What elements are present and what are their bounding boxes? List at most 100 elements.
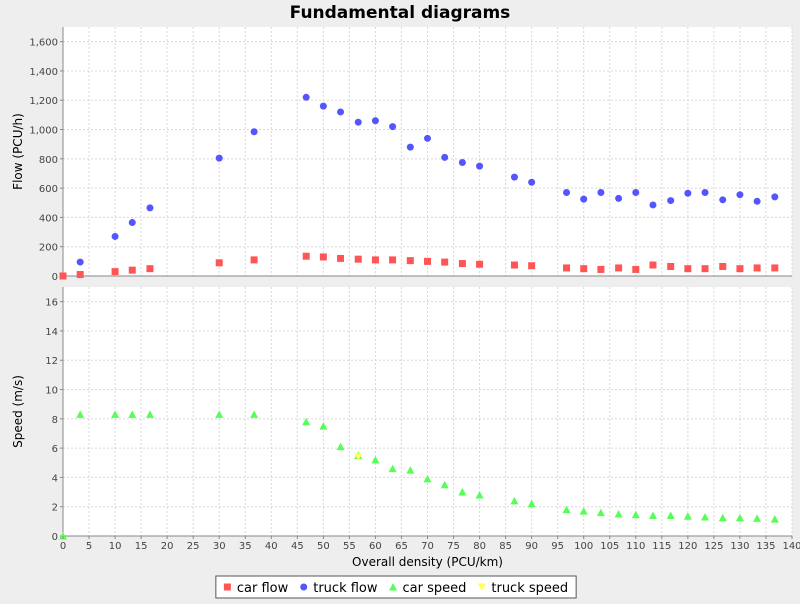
data-point-car-flow — [736, 265, 744, 273]
series-truck-flow — [76, 93, 779, 266]
data-point-car-flow — [684, 265, 692, 273]
data-point-car-flow — [632, 265, 640, 273]
data-point-car-speed — [319, 422, 328, 430]
data-point-truck-flow — [597, 189, 605, 197]
data-point-car-speed — [145, 410, 154, 418]
series-truck-speed — [354, 453, 363, 461]
data-point-car-flow — [771, 264, 779, 272]
data-point-car-speed — [562, 505, 571, 514]
data-point-car-flow — [424, 257, 431, 265]
data-point-truck-flow — [441, 153, 449, 161]
x-tick-label: 125 — [704, 541, 723, 552]
legend-item: car flow — [223, 581, 289, 596]
y-tick-label: 8 — [52, 415, 58, 426]
data-point-truck-flow — [250, 128, 258, 136]
chart-title: Fundamental diagrams — [290, 3, 511, 23]
legend-label: truck flow — [313, 581, 378, 596]
data-point-truck-flow — [684, 189, 692, 197]
data-point-car-flow — [111, 268, 119, 276]
data-point-car-speed — [371, 455, 380, 464]
data-point-truck-flow — [701, 189, 709, 197]
y-tick-label: 0 — [52, 272, 58, 283]
y-axis-label: Flow (PCU/h) — [11, 113, 25, 190]
y-tick-label: 1,000 — [29, 126, 58, 137]
data-point-car-speed — [648, 511, 657, 519]
x-tick-label: 115 — [652, 541, 671, 552]
data-point-truck-flow — [476, 162, 484, 170]
x-tick-label: 95 — [551, 541, 564, 552]
data-point-car-flow — [476, 260, 484, 268]
y-tick-label: 0 — [52, 532, 58, 543]
legend: car flow truck flow car speed truck speed — [215, 575, 577, 599]
legend-label: car flow — [237, 581, 289, 596]
data-point-truck-flow — [753, 197, 761, 205]
data-point-car-flow — [667, 262, 675, 270]
data-point-truck-flow — [528, 178, 536, 186]
data-point-truck-flow — [406, 143, 414, 151]
data-point-car-speed — [701, 512, 710, 521]
data-point-car-speed — [440, 480, 449, 489]
data-point-car-flow — [406, 257, 414, 265]
x-tick-label: 5 — [86, 541, 92, 552]
x-tick-label: 130 — [730, 541, 749, 552]
data-point-car-flow — [128, 266, 136, 274]
data-point-car-flow — [563, 264, 571, 272]
series-car-flow — [59, 252, 779, 280]
data-point-car-flow — [597, 265, 605, 273]
legend-marker — [223, 583, 231, 591]
series-car-speed — [59, 410, 779, 540]
data-point-truck-flow — [563, 189, 571, 197]
x-tick-label: 90 — [525, 541, 538, 552]
data-point-car-speed — [215, 410, 224, 418]
x-tick-label: 120 — [678, 541, 697, 552]
data-point-car-speed — [510, 496, 519, 505]
legend-item: truck flow — [300, 581, 378, 596]
data-point-car-speed — [111, 410, 120, 418]
data-point-car-flow — [76, 271, 84, 279]
x-tick-label: 40 — [265, 541, 278, 552]
x-tick-label: 10 — [109, 541, 122, 552]
legend-label: car speed — [403, 581, 467, 596]
x-tick-label: 110 — [626, 541, 645, 552]
data-point-car-flow — [215, 259, 223, 267]
data-point-car-speed — [302, 417, 311, 426]
x-tick-label: 45 — [291, 541, 304, 552]
x-tick-label: 105 — [600, 541, 619, 552]
y-tick-label: 6 — [52, 444, 58, 455]
data-point-car-flow — [354, 255, 362, 263]
data-point-truck-flow — [319, 102, 327, 110]
data-point-car-speed — [76, 410, 85, 418]
data-point-car-speed — [388, 464, 397, 473]
data-point-car-flow — [458, 260, 466, 268]
data-point-truck-flow — [76, 258, 84, 266]
y-tick-label: 4 — [52, 473, 58, 484]
y-tick-label: 200 — [39, 243, 58, 254]
subplot-2: 0 2 4 6 8 10 12 14 16 Speed (m/s) 0 5 10 15 20 25 30 35 40… — [11, 287, 800, 569]
x-tick-label: 135 — [756, 541, 775, 552]
data-point-truck-flow — [736, 191, 744, 199]
y-tick-label: 1,400 — [29, 67, 58, 78]
x-tick-label: 55 — [343, 541, 356, 552]
data-point-truck-flow — [719, 196, 727, 204]
x-tick-label: 70 — [421, 541, 434, 552]
data-point-truck-flow — [424, 134, 431, 142]
data-point-truck-flow — [632, 189, 640, 197]
data-point-car-flow — [649, 261, 657, 269]
data-point-car-speed — [423, 474, 432, 483]
data-point-truck-flow — [111, 232, 119, 240]
data-point-truck-flow — [667, 197, 675, 205]
x-tick-label: 65 — [395, 541, 408, 552]
data-point-truck-flow — [580, 195, 588, 203]
data-point-car-flow — [319, 253, 327, 261]
x-tick-label: 15 — [135, 541, 148, 552]
x-axis-label: Overall density (PCU/km) — [352, 555, 503, 569]
legend-marker — [300, 583, 308, 591]
data-point-truck-flow — [146, 204, 154, 212]
data-point-truck-flow — [128, 219, 136, 227]
x-tick-label: 85 — [499, 541, 512, 552]
data-point-car-flow — [146, 265, 154, 273]
x-tick-label: 50 — [317, 541, 330, 552]
data-point-truck-flow — [458, 158, 466, 166]
data-point-car-speed — [596, 508, 605, 517]
